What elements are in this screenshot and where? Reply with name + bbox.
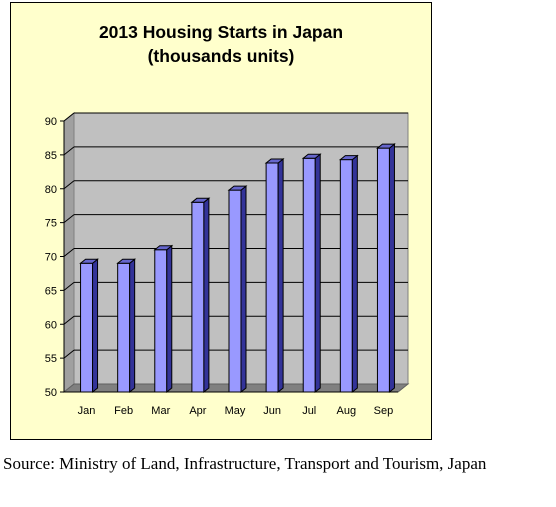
y-tick-label: 75 (45, 218, 57, 230)
y-tick-label: 80 (45, 184, 57, 196)
gridline-side (63, 214, 75, 224)
gridline-side (63, 180, 75, 190)
gridline-side (63, 248, 75, 257)
source-note: Source: Ministry of Land, Infrastructure… (3, 454, 487, 473)
x-tick-label: Mar (151, 405, 170, 417)
chart-title: 2013 Housing Starts in Japan (thousands … (10, 20, 432, 68)
gridline-side (63, 112, 75, 122)
bar (302, 157, 316, 393)
x-tick-label: Jan (78, 405, 96, 417)
bar-top (301, 153, 322, 159)
bar-side (351, 154, 358, 394)
bar-top (190, 197, 211, 203)
gridline-side (63, 315, 75, 325)
y-tick-label: 90 (45, 116, 57, 128)
bar (228, 189, 242, 393)
x-tick-label: Feb (114, 405, 133, 417)
y-tick-label: 55 (45, 353, 57, 365)
bar (80, 262, 94, 393)
gridline-side (63, 146, 75, 156)
bar (191, 201, 205, 393)
y-tick-label: 60 (45, 319, 57, 331)
bar-side (240, 185, 247, 394)
bar (154, 249, 168, 393)
bar-top (227, 185, 248, 191)
bar-side (314, 153, 321, 394)
bar-top (264, 158, 285, 164)
bar-top (153, 245, 174, 251)
bar (339, 159, 353, 393)
x-tick-label: Jul (302, 405, 316, 417)
bar (117, 262, 131, 393)
bar-side (277, 157, 284, 394)
y-tick-label: 50 (45, 387, 57, 399)
x-tick-label: Jun (263, 405, 281, 417)
y-tick-label: 70 (45, 252, 57, 264)
bar-top (116, 258, 137, 264)
bar-top (338, 155, 359, 161)
bar-side (166, 244, 173, 394)
gridline-side (63, 349, 75, 359)
gridline-side (63, 281, 75, 291)
x-tick-label: Aug (337, 405, 357, 417)
bar-side (388, 143, 395, 394)
bar (376, 147, 390, 393)
x-tick-label: Apr (189, 405, 206, 417)
bar (265, 162, 279, 393)
y-tick-label: 65 (45, 285, 57, 297)
bar-side (92, 258, 99, 394)
chart-title-line-1: 2013 Housing Starts in Japan (98, 22, 344, 42)
bar-side (129, 258, 136, 394)
bar-top (79, 258, 99, 264)
x-tick-label: May (225, 405, 246, 417)
x-tick-label: Sep (374, 405, 394, 417)
chart-title-line-2: (thousands units) (147, 46, 295, 66)
y-tick-label: 85 (45, 150, 57, 162)
bar-top (376, 143, 396, 149)
bar-side (203, 197, 210, 394)
